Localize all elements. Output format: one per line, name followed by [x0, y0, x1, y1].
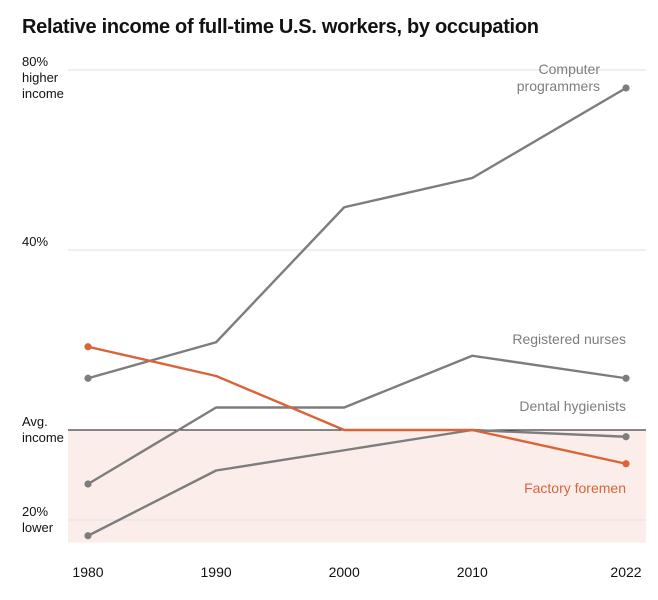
series-line-registered-nurses — [86, 354, 628, 486]
y-tick-label: higher — [22, 70, 59, 85]
series-point-dental-hygienists — [622, 433, 630, 441]
series-line-computer-programmers — [86, 86, 628, 380]
series-line-factory-foremen — [86, 345, 628, 465]
y-tick-label: 40% — [22, 234, 48, 249]
series-point-registered-nurses — [622, 374, 630, 382]
y-tick-label: income — [22, 430, 64, 445]
x-tick-label: 2010 — [457, 564, 488, 580]
series-point-dental-hygienists — [84, 532, 92, 540]
series-point-registered-nurses — [84, 480, 92, 488]
series-label-computer-programmers: programmers — [517, 78, 600, 94]
series-label-computer-programmers: Computer — [539, 61, 601, 77]
series-point-computer-programmers — [622, 84, 630, 92]
y-tick-label: Avg. — [22, 414, 48, 429]
x-tick-label: 1980 — [72, 564, 103, 580]
series-point-computer-programmers — [84, 374, 92, 382]
y-tick-label: 20% — [22, 504, 48, 519]
series-line-dental-hygienists — [86, 428, 628, 537]
series-label-dental-hygienists: Dental hygienists — [519, 398, 626, 414]
x-tick-label: 1990 — [201, 564, 232, 580]
y-tick-label: lower — [22, 520, 54, 535]
series-label-factory-foremen: Factory foremen — [524, 480, 626, 496]
y-tick-label: 80% — [22, 54, 48, 69]
x-tick-label: 2022 — [610, 564, 641, 580]
y-tick-label: income — [22, 86, 64, 101]
x-tick-label: 2000 — [329, 564, 360, 580]
series-point-factory-foremen — [84, 343, 92, 351]
series-point-factory-foremen — [622, 460, 630, 468]
series-label-registered-nurses: Registered nurses — [512, 331, 626, 347]
chart-title: Relative income of full-time U.S. worker… — [22, 16, 539, 38]
